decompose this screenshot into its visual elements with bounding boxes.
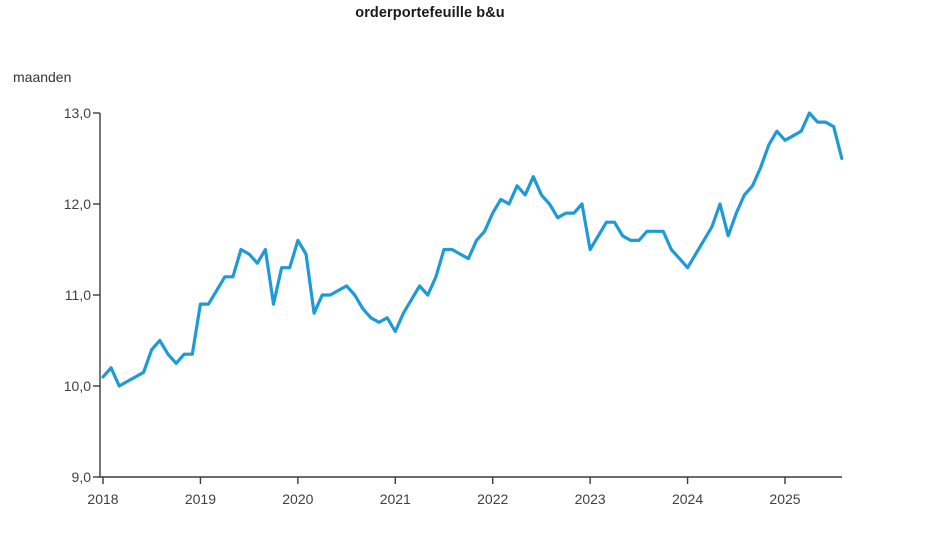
x-tick-label: 2023 (575, 491, 606, 507)
x-tick-label: 2019 (185, 491, 216, 507)
y-tick-label: 9,0 (72, 469, 92, 485)
y-tick-label: 11,0 (65, 287, 91, 303)
data-line (101, 111, 844, 388)
x-tick-label: 2022 (477, 491, 508, 507)
x-tick-label: 2024 (672, 491, 703, 507)
x-tick-label: 2020 (282, 491, 313, 507)
axes (99, 113, 842, 478)
chart-title: orderportefeuille b&u (355, 5, 505, 21)
y-tick-label: 13,0 (64, 105, 91, 121)
x-tick-label: 2025 (769, 491, 800, 507)
x-tick-label: 2018 (87, 491, 118, 507)
x-tick-label: 2021 (380, 491, 411, 507)
y-axis-unit-label: maanden (13, 69, 72, 85)
y-tick-label: 12,0 (64, 196, 91, 212)
y-tick-label: 10,0 (64, 378, 91, 394)
